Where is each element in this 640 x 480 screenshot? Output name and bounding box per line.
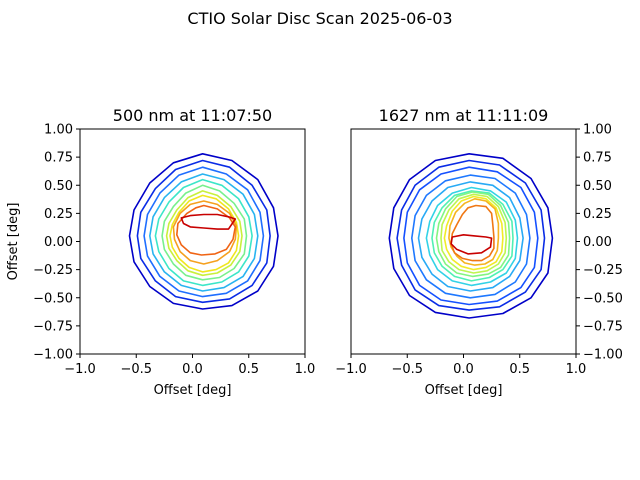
x-tick-label: 1.0 (295, 362, 316, 377)
x-tick-label: −1.0 (64, 362, 96, 377)
y-tick-label: −0.25 (583, 263, 623, 278)
contour-line-0-0 (128, 153, 279, 310)
y-tick-label: 0.75 (44, 151, 73, 166)
contour-line-1-5 (425, 186, 519, 287)
y-tick-label: 1.00 (44, 123, 73, 138)
panel-500nm-x-ticks: −1.0 −0.5 0.0 0.5 1.0 (64, 354, 315, 377)
contour-line-1-7 (435, 191, 511, 278)
contour-line-1-8 (440, 193, 508, 274)
contour-line-0-9 (176, 204, 237, 256)
y-tick-label: 0.00 (583, 235, 612, 250)
panel-500nm-frame (79, 128, 306, 355)
panel-1627nm-frame (350, 128, 577, 355)
panel-500nm-contours (128, 153, 279, 310)
panel-500nm: 500 nm at 11:07:50 −1.0 −0.5 0.0 0.5 1.0 −1.… (6, 106, 315, 398)
y-tick-label: 0.25 (583, 207, 612, 222)
contour-line-1-3 (410, 174, 531, 299)
x-tick-label: −0.5 (391, 362, 423, 377)
contour-line-0-1 (136, 159, 271, 304)
y-tick-label: −0.25 (33, 263, 73, 278)
y-tick-label: 0.50 (583, 179, 612, 194)
contour-line-1-12 (450, 234, 493, 255)
x-tick-label: 1.0 (566, 362, 587, 377)
y-tick-label: 1.00 (583, 123, 612, 138)
contour-line-1-11 (450, 204, 495, 262)
contour-line-1-6 (431, 190, 514, 282)
x-tick-label: −1.0 (335, 362, 367, 377)
contour-line-0-6 (165, 190, 243, 277)
contour-line-0-4 (154, 178, 253, 287)
y-tick-label: 0.75 (583, 151, 612, 166)
panel-500nm-y-ticks: −1.00 −0.75 −0.50 −0.25 0.00 0.25 0.50 0.75 1.00 (33, 123, 80, 363)
panel-1627nm-x-ticks: −1.0 −0.5 0.0 0.5 1.0 (335, 354, 586, 377)
y-tick-label: 0.50 (44, 179, 73, 194)
y-tick-label: −1.00 (583, 348, 623, 363)
panel-500nm-y-axis-label: Offset [deg] (6, 203, 21, 281)
panel-500nm-title: 500 nm at 11:07:50 (113, 106, 272, 125)
contour-line-0-3 (149, 173, 259, 292)
y-tick-label: −0.50 (33, 291, 73, 306)
contour-line-1-9 (443, 195, 504, 271)
contour-line-1-1 (396, 159, 546, 311)
panel-1627nm-y-ticks: −1.00 −0.75 −0.50 −0.25 0.00 0.25 0.50 0.75 1.00 (576, 123, 623, 363)
x-tick-label: −0.5 (120, 362, 152, 377)
contour-line-1-0 (388, 153, 554, 319)
panel-1627nm-x-axis-label: Offset [deg] (425, 383, 503, 398)
figure-suptitle: CTIO Solar Disc Scan 2025-06-03 (187, 9, 452, 28)
x-tick-label: 0.5 (238, 362, 259, 377)
x-tick-label: 0.0 (182, 362, 203, 377)
x-tick-label: 0.0 (453, 362, 474, 377)
contour-line-1-2 (403, 166, 539, 306)
contour-line-1-4 (417, 181, 524, 292)
y-tick-label: −0.75 (583, 319, 623, 334)
y-tick-label: 0.25 (44, 207, 73, 222)
contour-line-0-2 (143, 166, 265, 298)
x-tick-label: 0.5 (509, 362, 530, 377)
contour-line-1-10 (448, 198, 500, 266)
panel-1627nm: 1627 nm at 11:11:09 −1.0 −0.5 0.0 0.5 1.0 −1… (335, 106, 623, 398)
contour-line-0-5 (161, 184, 248, 281)
panel-500nm-x-axis-label: Offset [deg] (154, 383, 232, 398)
panel-1627nm-title: 1627 nm at 11:11:09 (379, 106, 549, 125)
contour-line-0-10 (180, 213, 237, 230)
panel-1627nm-contours (388, 153, 554, 319)
y-tick-label: 0.00 (44, 235, 73, 250)
y-tick-label: −0.50 (583, 291, 623, 306)
y-tick-label: −0.75 (33, 319, 73, 334)
y-tick-label: −1.00 (33, 348, 73, 363)
